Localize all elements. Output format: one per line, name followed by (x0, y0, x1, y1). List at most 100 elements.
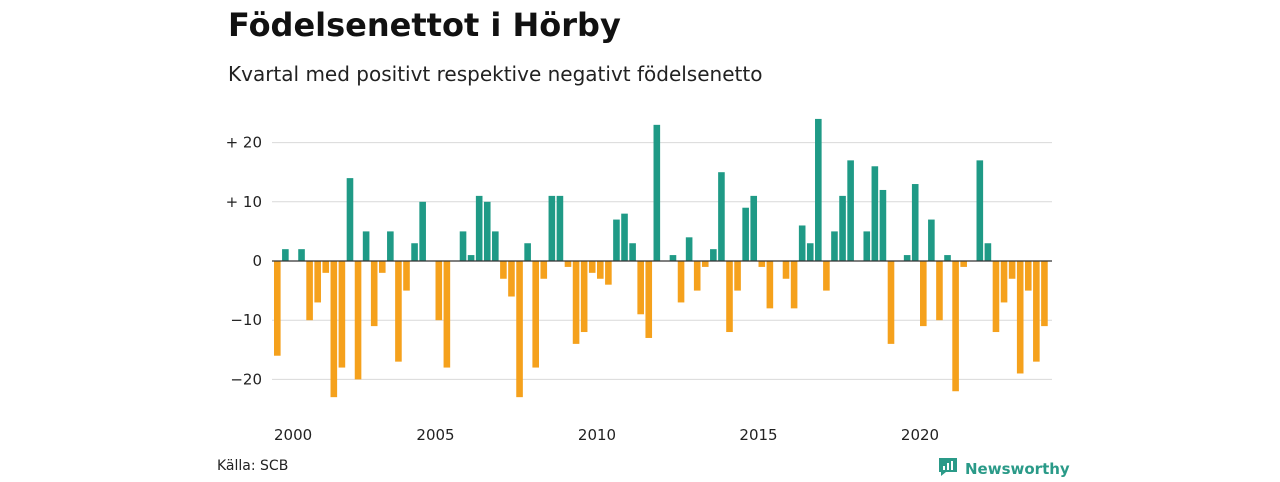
bar-negative (588, 261, 596, 273)
bar-negative (952, 261, 959, 392)
bar-positive (653, 124, 661, 261)
bar-negative (443, 261, 451, 368)
bar-negative (1008, 261, 1016, 279)
bar-positive (483, 201, 491, 261)
bar-negative (936, 261, 943, 321)
bar-positive (362, 231, 370, 261)
x-tick-label: 2010 (578, 426, 616, 444)
bars (274, 118, 1048, 398)
bar-positive (976, 160, 984, 261)
bar-positive (669, 255, 677, 261)
x-tick-label: 2015 (739, 426, 777, 444)
y-tick-label: + 20 (226, 134, 262, 152)
bar-positive (475, 195, 483, 261)
bar-negative (564, 261, 572, 267)
bar-negative (330, 261, 338, 398)
bar-negative (645, 261, 653, 338)
bar-negative (370, 261, 378, 327)
bar-negative (274, 261, 281, 356)
bar-negative (540, 261, 548, 279)
chart-title: Födelsenettot i Hörby (228, 6, 621, 44)
bar-positive (710, 249, 717, 261)
bar-positive (459, 231, 467, 261)
bar-negative (597, 261, 604, 279)
bar-positive (524, 243, 531, 261)
x-tick-label: 2005 (416, 426, 454, 444)
y-tick-label: + 10 (226, 193, 262, 211)
bar-negative (823, 261, 830, 291)
bar-negative (580, 261, 588, 333)
bar-negative (354, 261, 362, 380)
bar-positive (685, 237, 693, 261)
bar-positive (879, 189, 887, 261)
bar-negative (516, 261, 523, 398)
bar-positive (750, 195, 758, 261)
bar-negative (701, 261, 709, 267)
bar-positive (742, 207, 749, 261)
bar-positive (839, 195, 846, 261)
brand-name: Newsworthy (965, 460, 1070, 478)
bar-negative (920, 261, 927, 327)
source-note: Källa: SCB (217, 458, 289, 474)
bar-negative (734, 261, 741, 291)
bar-negative (508, 261, 515, 297)
bar-positive (298, 249, 305, 261)
bar-negative (500, 261, 507, 279)
bar-positive (798, 225, 806, 261)
bar-positive (492, 231, 499, 261)
bar-negative (378, 261, 386, 273)
bar-negative (693, 261, 701, 291)
bar-positive (847, 160, 854, 261)
bar-positive (613, 219, 620, 261)
bar-positive (911, 184, 919, 261)
y-tick-label: −20 (230, 370, 262, 388)
bar-positive (984, 243, 992, 261)
bar-negative (758, 261, 766, 267)
bar-positive (282, 249, 289, 261)
bar-negative (322, 261, 330, 273)
bar-negative (532, 261, 539, 368)
bar-positive (928, 219, 935, 261)
bar-negative (1041, 261, 1048, 327)
bar-negative (306, 261, 313, 321)
bar-positive (621, 213, 628, 261)
bar-positive (806, 243, 814, 261)
bar-negative (1033, 261, 1040, 362)
bar-positive (387, 231, 394, 261)
bar-negative (637, 261, 644, 315)
y-tick-label: −10 (230, 311, 262, 329)
bar-negative (435, 261, 443, 321)
bar-negative (790, 261, 798, 309)
bar-negative (1024, 261, 1032, 291)
x-tick-label: 2000 (274, 426, 312, 444)
y-axis-labels: + 20 + 10 0 −10 −20 (226, 134, 262, 389)
bar-positive (831, 231, 838, 261)
bar-positive (467, 255, 475, 261)
bar-negative (395, 261, 402, 362)
bar-negative (782, 261, 790, 279)
bar-positive (346, 178, 354, 261)
bar-negative (1016, 261, 1024, 374)
chart-subtitle: Kvartal med positivt respektive negativt… (228, 62, 763, 86)
newsworthy-logo-icon (937, 456, 959, 482)
bar-positive (411, 243, 418, 261)
bar-negative (766, 261, 774, 309)
bar-positive (944, 255, 951, 261)
bar-positive (419, 201, 426, 261)
bar-negative (338, 261, 346, 368)
bar-negative (605, 261, 612, 285)
y-tick-label: 0 (252, 252, 262, 270)
bar-negative (726, 261, 733, 333)
bar-positive (629, 243, 636, 261)
bar-positive (863, 231, 871, 261)
bar-positive (903, 255, 911, 261)
bar-negative (887, 261, 895, 344)
bar-negative (314, 261, 321, 303)
x-axis-labels: 2000 2005 2010 2015 2020 (274, 426, 939, 444)
bar-negative (677, 261, 685, 303)
brand: Newsworthy (937, 456, 1070, 482)
bar-negative (572, 261, 580, 344)
bar-positive (815, 118, 822, 261)
bar-negative (992, 261, 1000, 333)
